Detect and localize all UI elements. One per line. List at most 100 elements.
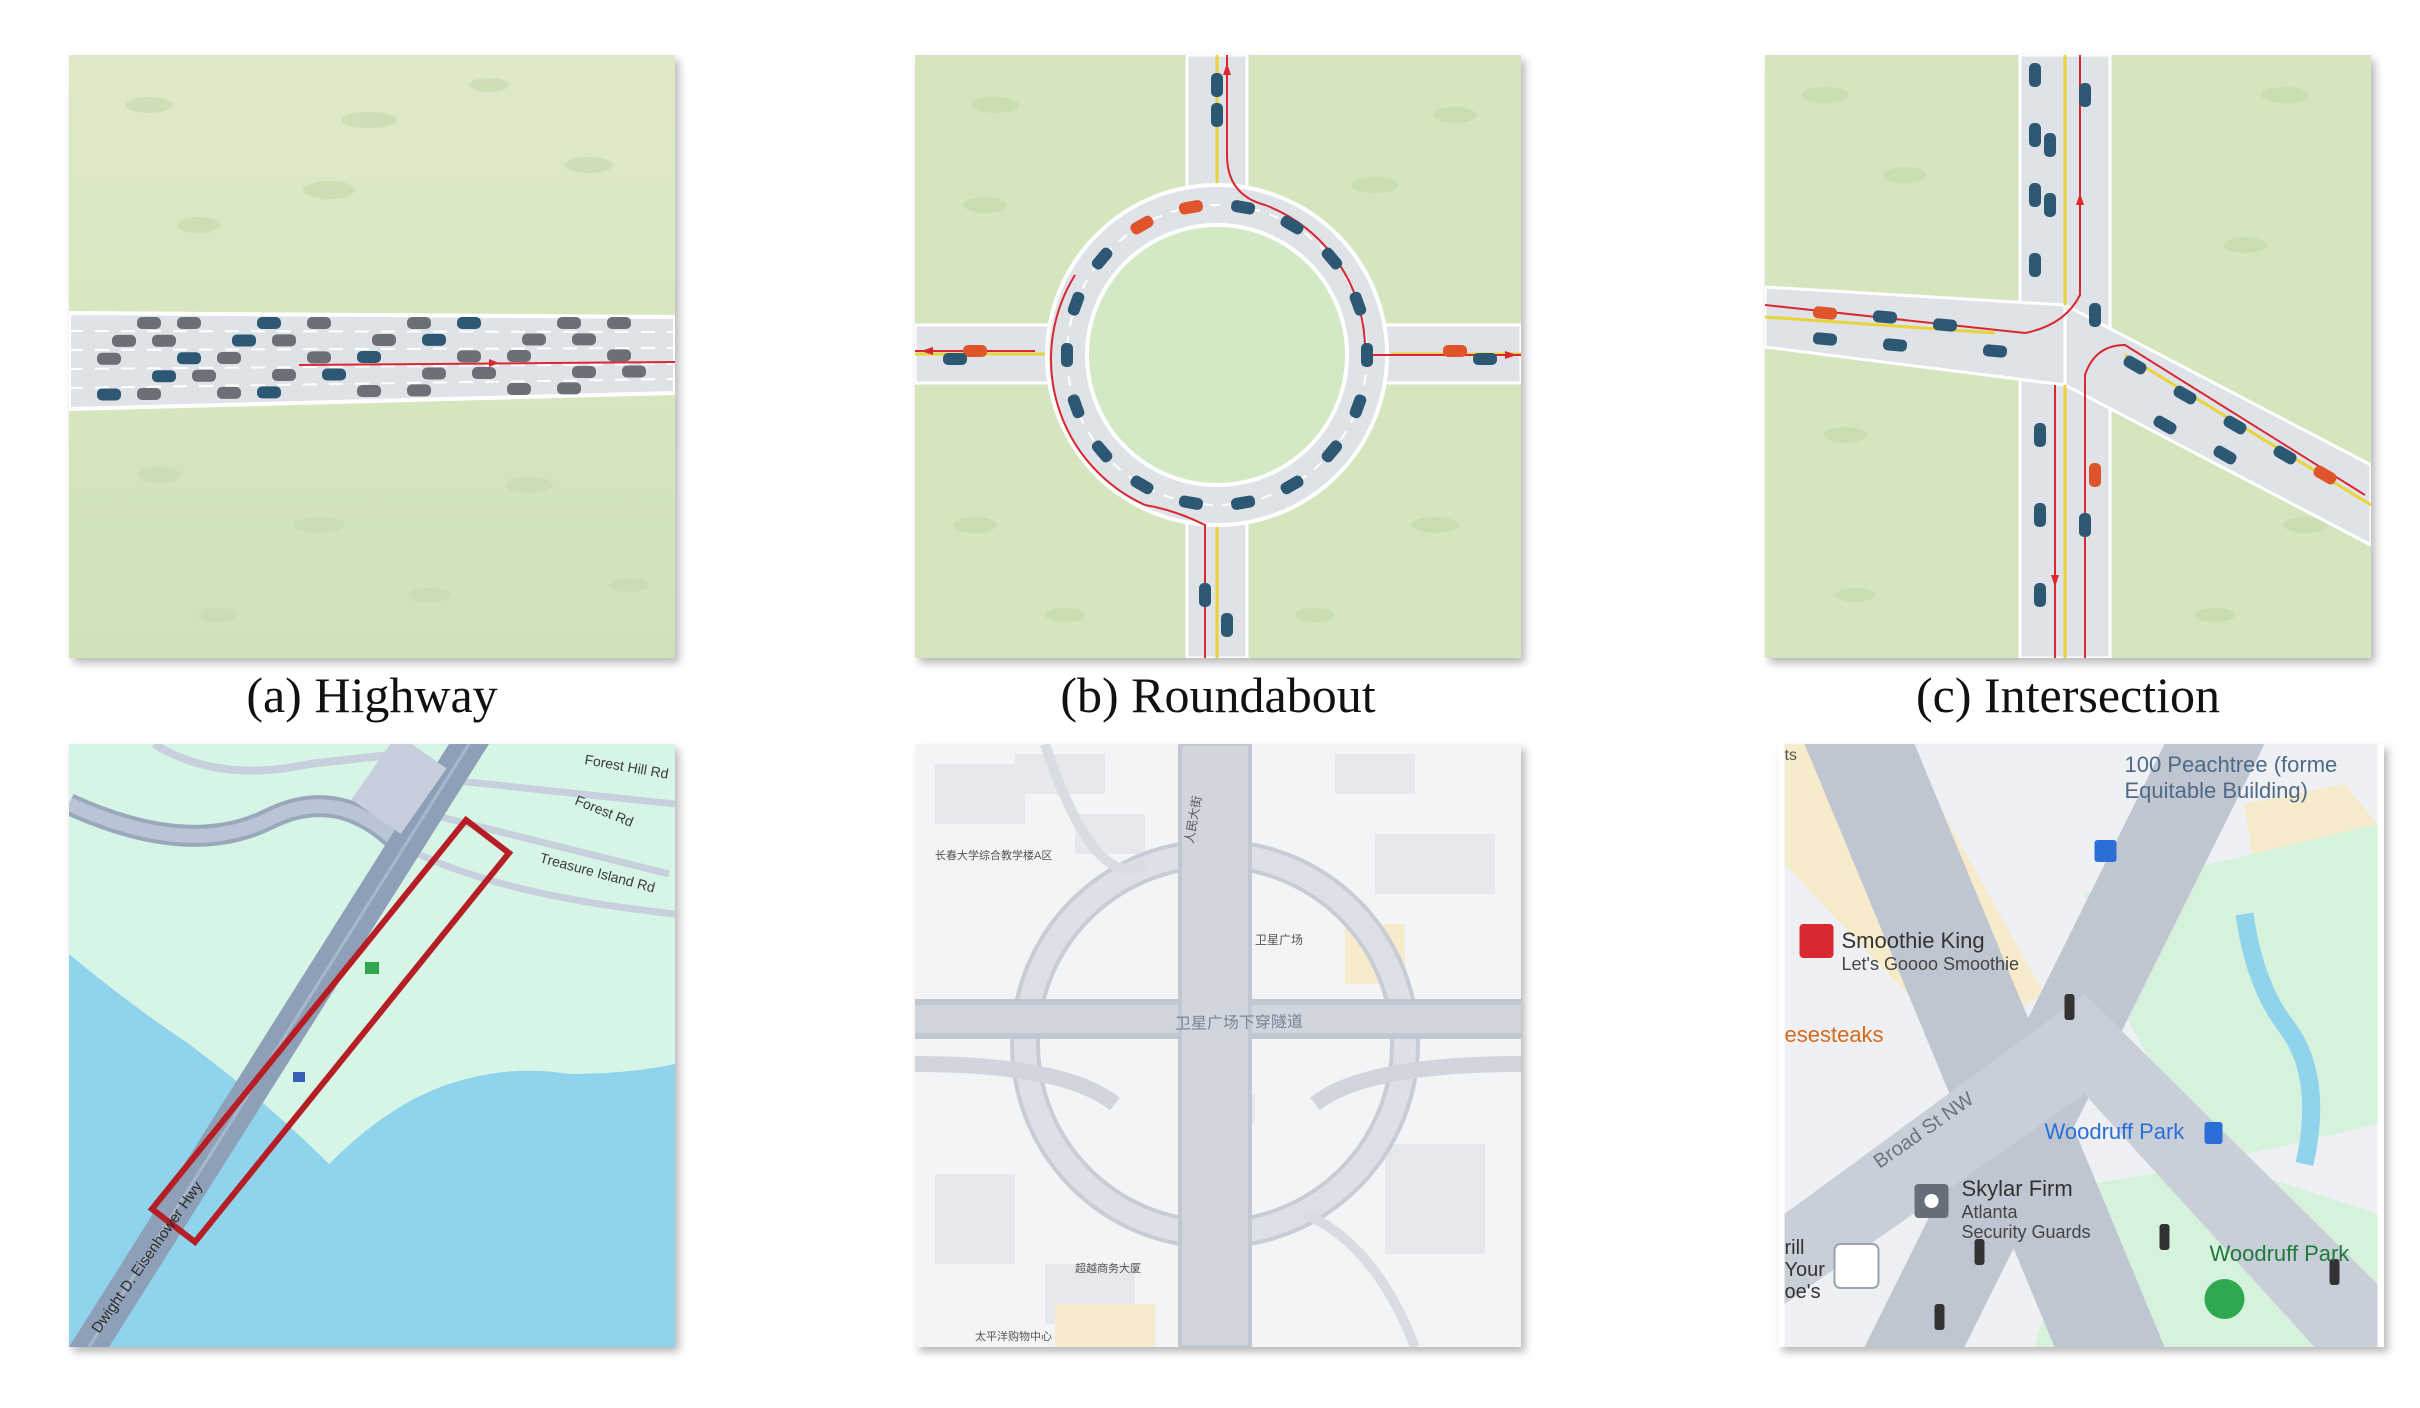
car-icon bbox=[2153, 415, 2177, 435]
car-icon bbox=[622, 365, 646, 378]
car-icon bbox=[1280, 215, 1304, 235]
car-icon bbox=[557, 382, 581, 395]
label-chaoyue-tower: 超越商务大厦 bbox=[1075, 1261, 1141, 1275]
car-icon bbox=[1061, 343, 1073, 367]
car-icon bbox=[1321, 247, 1343, 270]
car-icon bbox=[1178, 200, 1204, 215]
car-icon bbox=[2044, 193, 2056, 217]
car-icon bbox=[407, 317, 431, 329]
label-smoothie-tagline: Let's Goooo Smoothie bbox=[1842, 954, 2020, 974]
label-cheesesteaks: esesteaks bbox=[1785, 1022, 1884, 1047]
car-icon bbox=[307, 317, 331, 329]
car-icon bbox=[257, 386, 281, 399]
car-icon bbox=[2089, 303, 2101, 327]
car-icon bbox=[177, 317, 201, 329]
car-icon bbox=[1230, 495, 1256, 510]
car-icon bbox=[422, 367, 446, 380]
car-icon bbox=[1349, 291, 1367, 316]
label-100-peachtree: 100 Peachtree (forme bbox=[2125, 752, 2338, 777]
car-icon bbox=[1221, 613, 1233, 637]
roundabout-island bbox=[1085, 223, 1349, 487]
label-woodruff-park-2: Woodruff Park bbox=[2210, 1241, 2351, 1266]
car-icon bbox=[2213, 445, 2237, 465]
water-area bbox=[69, 954, 675, 1347]
car-icon bbox=[2029, 253, 2041, 277]
car-icon bbox=[232, 334, 256, 347]
car-icon bbox=[1982, 344, 2008, 358]
car-icon bbox=[2044, 133, 2056, 157]
caption-roundabout: (b) Roundabout bbox=[1060, 667, 1376, 723]
roundabout-sim-panel bbox=[915, 55, 1521, 658]
park-info-icon[interactable] bbox=[2204, 1122, 2223, 1144]
car-icon bbox=[177, 352, 201, 365]
route-lines bbox=[1765, 55, 2366, 658]
caption-highway: (a) Highway bbox=[246, 667, 498, 723]
intersection-sim-panel bbox=[1765, 55, 2371, 658]
label-your: Your bbox=[1785, 1259, 1826, 1281]
car-icon bbox=[457, 350, 481, 363]
car-icon bbox=[457, 317, 481, 329]
label-oes: oe's bbox=[1785, 1281, 1821, 1303]
car-icon bbox=[2034, 503, 2046, 527]
car-icon bbox=[1091, 247, 1113, 270]
park-tree-icon[interactable] bbox=[2204, 1279, 2245, 1319]
label-weixing-square: 卫星广场 bbox=[1255, 933, 1303, 947]
roundabout-map-panel: 长春大学综合教学楼A区 人民大街 卫星广场 卫星广场下穿隧道 超越商务大厦 太平… bbox=[915, 744, 1521, 1347]
car-icon bbox=[422, 333, 446, 346]
label-tunnel: 卫星广场下穿隧道 bbox=[1175, 1013, 1303, 1033]
car-icon bbox=[2029, 123, 2041, 147]
car-icon bbox=[2034, 583, 2046, 607]
intersection-map-panel: 100 Peachtree (forme Equitable Building)… bbox=[1778, 744, 2384, 1347]
car-icon bbox=[257, 317, 281, 329]
label-smoothie-king: Smoothie King bbox=[1842, 928, 1985, 953]
car-icon bbox=[217, 351, 241, 364]
car-icon bbox=[192, 369, 216, 382]
car-icon bbox=[2079, 513, 2091, 537]
car-icon bbox=[2273, 445, 2297, 465]
highway-map-panel: Dwight D. Eisenhower Hwy Forest Hill Rd … bbox=[69, 744, 675, 1347]
car-icon bbox=[2123, 355, 2147, 375]
car-icon bbox=[1211, 73, 1223, 97]
car-icon bbox=[607, 349, 631, 362]
car-icon bbox=[272, 334, 296, 347]
car-icon bbox=[963, 345, 987, 357]
car-icon bbox=[137, 317, 161, 329]
label-ts: ts bbox=[1785, 747, 1797, 764]
caption-intersection: (c) Intersection bbox=[1915, 667, 2220, 723]
car-icon bbox=[507, 350, 531, 363]
car-icon bbox=[272, 369, 296, 382]
car-icon bbox=[1130, 215, 1154, 235]
label-skylar-firm: Skylar Firm bbox=[1962, 1176, 2073, 1201]
car-icon bbox=[1067, 394, 1085, 419]
smoothie-king-icon[interactable] bbox=[1799, 924, 1834, 958]
car-icon bbox=[1091, 440, 1113, 463]
label-changchun-univ: 长春大学综合教学楼A区 bbox=[935, 848, 1052, 862]
car-icon bbox=[1872, 310, 1898, 324]
car-icon bbox=[307, 351, 331, 364]
label-security-guards: Security Guards bbox=[1962, 1222, 2091, 1242]
car-icon bbox=[2029, 63, 2041, 87]
car-icon bbox=[357, 385, 381, 398]
bus-stop-icon[interactable] bbox=[2094, 840, 2117, 862]
car-icon bbox=[557, 317, 581, 329]
car-icon bbox=[1067, 291, 1085, 316]
car-icon bbox=[322, 368, 346, 381]
car-icon bbox=[2089, 463, 2101, 487]
car-icon bbox=[1361, 343, 1373, 367]
car-icon bbox=[572, 366, 596, 379]
car-icon bbox=[1932, 318, 1958, 332]
car-icon bbox=[2223, 415, 2247, 435]
car-icon bbox=[1211, 103, 1223, 127]
car-icon bbox=[137, 387, 161, 400]
car-icon bbox=[1178, 495, 1204, 510]
car-icon bbox=[472, 367, 496, 380]
moes-logo-icon[interactable] bbox=[1833, 1243, 1880, 1289]
label-equitable-building: Equitable Building) bbox=[2125, 778, 2308, 803]
car-icon bbox=[1812, 306, 1838, 320]
label-woodruff-park: Woodruff Park bbox=[2045, 1119, 2186, 1144]
car-icon bbox=[2313, 465, 2337, 485]
roundabout-cars bbox=[943, 73, 1497, 637]
car-icon bbox=[1199, 583, 1211, 607]
car-icon bbox=[2029, 183, 2041, 207]
car-icon bbox=[2079, 83, 2091, 107]
